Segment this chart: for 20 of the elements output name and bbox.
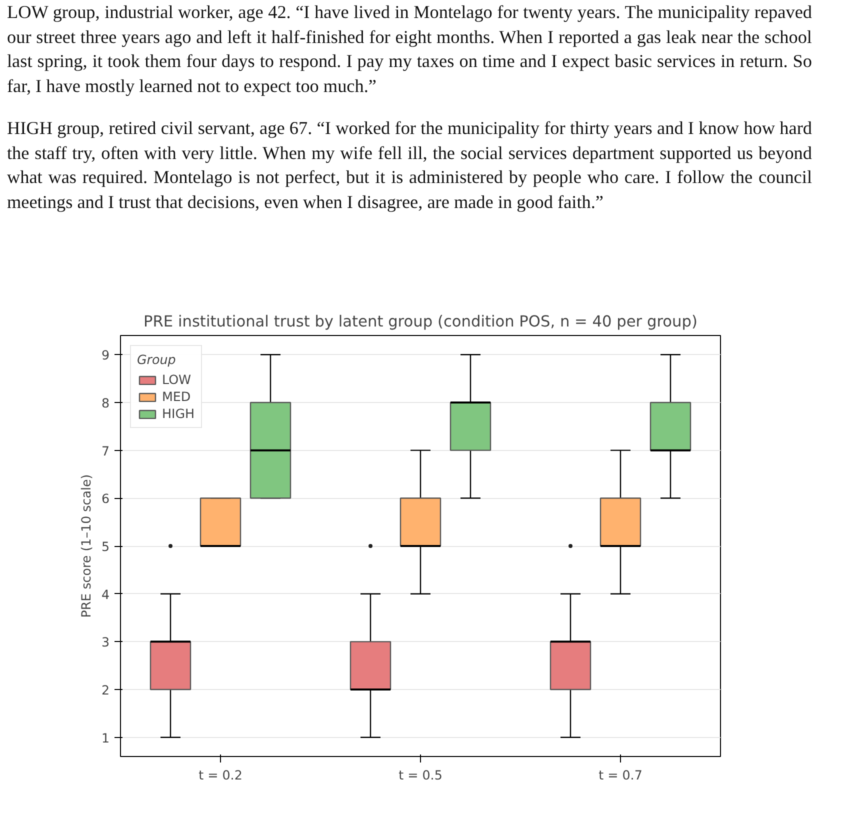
x-tick-label: t = 0.5 — [398, 768, 442, 782]
y-tick-label: 4 — [101, 586, 110, 602]
y-tick-label: 2 — [101, 682, 110, 698]
legend-label: LOW — [162, 372, 192, 387]
legend-title: Group — [137, 352, 177, 367]
y-tick-label: 3 — [101, 634, 110, 650]
legend-label: MED — [162, 389, 191, 404]
y-tick-label: 1 — [101, 730, 110, 746]
legend-label: HIGH — [162, 406, 195, 421]
x-tick-label: t = 0.7 — [598, 768, 642, 782]
y-tick-label: 8 — [101, 395, 110, 410]
text: LOW group, industrial worker, age 42. “I have lived in Montelago for twenty years. The municipality repaved our street three years ago and left it half-finished for eight months. When I reported a gas leak near the school last spring, it took them four days to respond. I pay my taxes on time and I expect basic services in return. So far, I have mostly learned not to expect too much.” — [7, 1, 812, 98]
y-tick-label: 9 — [101, 348, 110, 363]
chart-title: PRE institutional trust by latent group (condition POS, n = 40 per group) — [144, 312, 698, 330]
y-tick-label: 5 — [101, 539, 110, 554]
y-axis-title: PRE score (1–10 scale) — [78, 474, 94, 618]
y-tick-label: 7 — [101, 443, 110, 458]
text: HIGH group, retired civil servant, age 67. “I worked for the municipality for thirty years and I know how hard the staff try, often with very little. When my wife fell ill, the social services department supported us beyond what was required. Montelago is not perfect, but it is administered by people who care. I follow the council meetings and I trust that decisions, even when I disagree, are made in good faith.” — [7, 117, 812, 214]
x-tick-label: t = 0.2 — [198, 768, 242, 782]
y-tick-label: 6 — [101, 491, 110, 506]
